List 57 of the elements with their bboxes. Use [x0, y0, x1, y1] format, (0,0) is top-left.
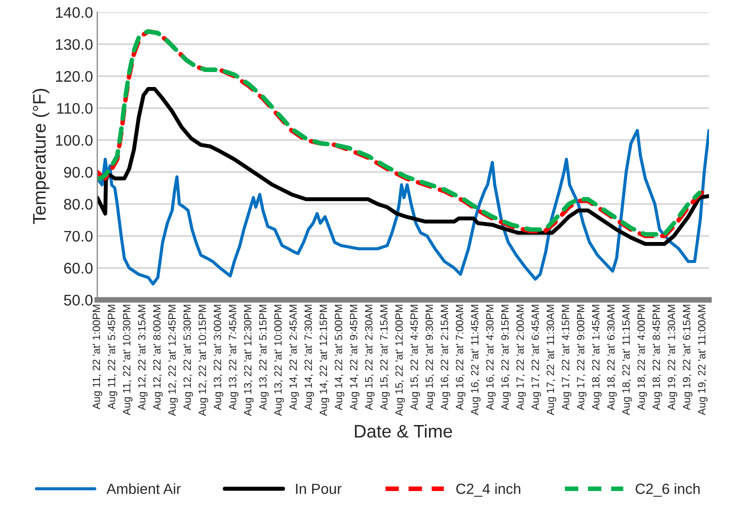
x-tick-label: Aug 13, 22 'at' 5:15PM — [259, 304, 269, 410]
x-tick-label: Aug 16, 22 'at' 4:30PM — [486, 304, 496, 410]
x-tick-label: Aug 16, 22 'at' 11:45AM — [470, 304, 481, 416]
legend-label: In Pour — [296, 484, 342, 494]
x-tick-label: Aug 14, 22 'at' 7:30AM — [304, 304, 314, 410]
x-tick-label: Aug 17, 22 'at' 2:00AM — [516, 304, 526, 410]
x-tick-label: Aug 15, 22 'at' 4:45PM — [410, 304, 420, 410]
legend-label: C2_4 inch — [456, 483, 520, 497]
x-tick-label: Aug 15, 22 'at' 9:30PM — [426, 304, 436, 410]
x-tick-label: Aug 12, 22 'at' 8:00AM — [153, 304, 163, 410]
y-tick-label: 130.0 — [56, 39, 93, 50]
x-axis-title: Date & Time — [354, 424, 452, 438]
x-tick-label: Aug 12, 22 'at' 10:15PM — [198, 304, 208, 416]
x-tick-label: Aug 19, 22 'at' 6:15AM — [682, 304, 692, 410]
x-tick-label: Aug 13, 22 'at' 7:45AM — [228, 304, 238, 410]
x-tick-label: Aug 18, 22 'at' 8:45PM — [652, 304, 662, 410]
y-tick-label: 90.0 — [64, 166, 93, 178]
y-tick-label: 120.0 — [56, 71, 93, 82]
x-tick-label: Aug 11, 22 'at' 5:45PM — [108, 304, 118, 410]
y-tick-label: 50.0 — [64, 294, 93, 306]
x-tick-label: Aug 15, 22 'at' 2:30AM — [365, 304, 375, 410]
x-tick-label: Aug 11, 22 'at' 1:00PM — [92, 304, 102, 410]
y-tick-label: 80.0 — [64, 198, 93, 210]
x-tick-label: Aug 16, 22 'at' 7:00AM — [456, 304, 466, 410]
x-tick-label: Aug 17, 22 'at' 9:00PM — [576, 304, 586, 410]
legend-label: Ambient Air — [106, 483, 181, 494]
x-tick-label: Aug 16, 22 'at' 2:15AM — [440, 304, 450, 410]
x-tick-label: Aug 19, 22 'at' 1:30AM — [668, 304, 678, 410]
x-tick-label: Aug 15, 22 'at' 7:15AM — [380, 304, 390, 410]
x-tick-label: Aug 17, 22 'at' 6:45AM — [532, 304, 542, 410]
x-tick-label: Aug 15, 22 'at' 12:00PM — [395, 304, 405, 416]
x-tick-label: Aug 14, 22 'at' 12:15PM — [320, 304, 330, 416]
x-tick-label: Aug 18, 22 'at' 1:45AM — [592, 304, 602, 410]
x-tick-label: Aug 14, 22 'at' 5:00PM — [334, 304, 344, 410]
x-tick-label: Aug 14, 22 'at' 9:45PM — [350, 304, 360, 410]
x-tick-label: Aug 12, 22 'at' 5:30PM — [183, 304, 194, 410]
x-tick-label: Aug 12, 22 'at' 3:15AM — [138, 304, 148, 410]
x-tick-label: Aug 13, 22 'at' 10:00PM — [274, 304, 284, 416]
y-tick-label: 100.0 — [56, 134, 93, 146]
x-tick-label: Aug 16, 22 'at' 9:15PM — [501, 304, 511, 410]
x-tick-label: Aug 14, 22 'at' 2:45AM — [289, 304, 299, 410]
y-tick-label: 140.0 — [56, 7, 93, 18]
y-tick-label: 110.0 — [57, 102, 93, 114]
x-tick-label: Aug 18, 22 'at' 11:15AM — [622, 304, 632, 416]
x-tick-label: Aug 12, 22 'at' 12:45PM — [168, 304, 178, 416]
x-tick-label: Aug 17, 22 'at' 4:15PM — [562, 304, 572, 410]
y-tick-label: 70.0 — [64, 230, 93, 242]
x-tick-label: Aug 11, 22 'at' 10:30PM — [122, 304, 132, 416]
x-tick-label: Aug 13, 22 'at' 12:30PM — [244, 304, 254, 416]
x-tick-label: Aug 18, 22 'at' 4:00PM — [637, 304, 648, 410]
y-axis-title: Temperature (°F) — [32, 88, 50, 224]
y-tick-label: 60.0 — [64, 262, 93, 274]
x-tick-label: Aug 13, 22 'at' 3:00AM — [214, 304, 224, 410]
legend-label: C2_6 inch — [636, 483, 700, 497]
x-tick-label: Aug 18, 22 'at' 6:30AM — [607, 304, 617, 410]
x-tick-label: Aug 19, 22 'at' 11:00AM — [698, 304, 708, 416]
x-tick-label: Aug 17, 22 'at' 11:30AM — [546, 304, 556, 416]
